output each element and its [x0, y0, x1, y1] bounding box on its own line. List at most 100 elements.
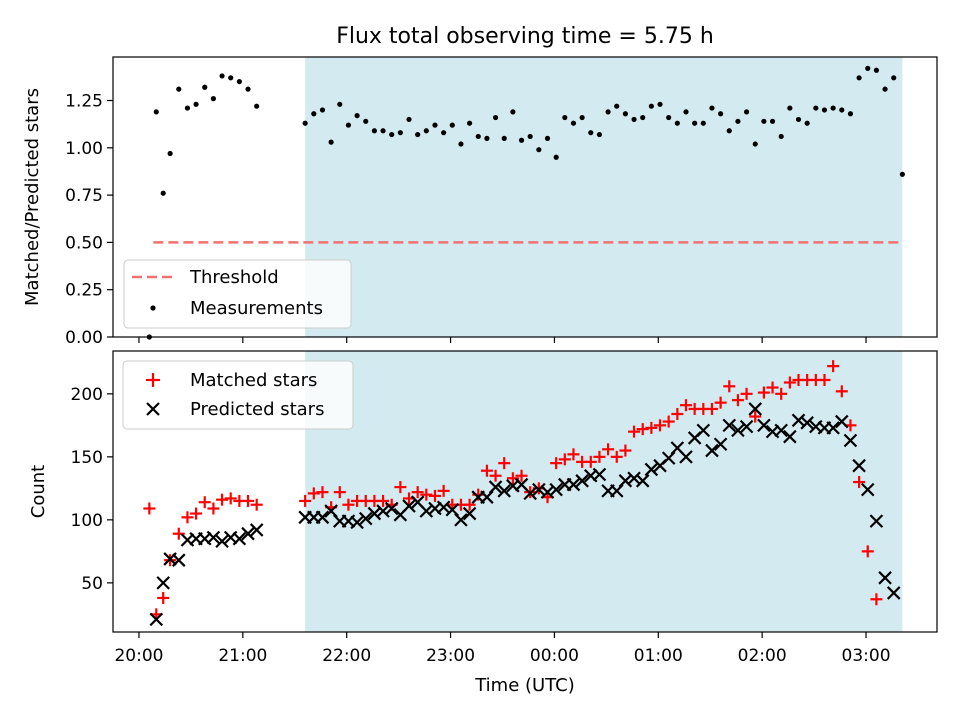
ratio-legend: Threshold Measurements [123, 259, 352, 329]
matched-star-point [636, 423, 649, 436]
measurement-point [449, 122, 455, 128]
predicted-star-point [540, 485, 555, 499]
measurement-point [769, 118, 776, 124]
matched-star-point [662, 415, 675, 428]
measurement-point [328, 139, 334, 145]
matched-star-point [835, 385, 848, 398]
matched-star-point [645, 421, 658, 434]
matched-star-point [377, 494, 390, 507]
measurement-point [640, 114, 646, 121]
count-y-tick-label: 150 [71, 448, 103, 468]
matched-star-point [757, 386, 770, 399]
measurement-point [804, 120, 810, 126]
matched-star-point [853, 476, 866, 489]
matched-star-point [567, 448, 580, 461]
measurement-point [536, 147, 542, 153]
matched-star-point [861, 545, 874, 558]
matched-star-point [198, 496, 211, 509]
measurement-point [709, 105, 715, 111]
measurement-point [518, 137, 525, 143]
measurement-point [674, 120, 680, 126]
measurement-point [666, 114, 672, 121]
count-legend: Matched stars Predicted stars [122, 360, 354, 430]
ratio-legend-box [123, 259, 352, 329]
measurement-point [752, 141, 758, 147]
predicted-star-point [774, 423, 788, 438]
measurement-point [371, 128, 377, 134]
measurement-point [458, 141, 464, 147]
measurement-point [184, 105, 191, 111]
measurement-point [363, 118, 369, 124]
matched-star-point [342, 498, 355, 511]
predicted-star-point [419, 504, 434, 518]
predicted-star-point [172, 553, 186, 567]
matched-star-point [714, 396, 727, 409]
matched-star-point [610, 450, 623, 463]
measurement-point [882, 86, 888, 92]
predicted-star-point [315, 510, 330, 525]
measurement-point [254, 103, 260, 109]
predicted-star-point [549, 482, 563, 497]
predicted-star-point [497, 484, 512, 498]
time-x-tick-label: 23:00 [426, 646, 475, 666]
measurement-point [245, 86, 251, 92]
measurement-point [899, 171, 905, 177]
predicted-star-point [886, 586, 901, 600]
measurement-point [441, 130, 447, 136]
predicted-star-point [731, 423, 745, 438]
predicted-star-point [488, 480, 503, 494]
matched-star-point [437, 484, 450, 497]
measurement-point [544, 135, 551, 141]
predicted-star-point [627, 471, 641, 486]
observing-window-top [305, 57, 903, 337]
matched-star-point [584, 455, 597, 468]
matched-star-point [671, 408, 684, 421]
measurement-point [160, 190, 166, 196]
matched-star-point [307, 487, 320, 500]
legend-predicted-swatch [146, 402, 160, 416]
time-x-tick-label: 21:00 [218, 646, 267, 666]
time-x-tick-label: 00:00 [530, 646, 579, 666]
predicted-star-point [757, 418, 771, 433]
predicted-star-point [705, 443, 719, 458]
predicted-star-point [156, 576, 170, 590]
matched-star-point [550, 457, 563, 470]
measurement-point [176, 86, 182, 92]
matched-star-point [242, 494, 255, 507]
matched-star-point [731, 394, 744, 407]
measurement-point [406, 116, 412, 123]
measurement-point [423, 128, 429, 134]
measurement-point [475, 133, 481, 140]
matched-star-point [299, 494, 312, 507]
measurement-point [562, 114, 568, 121]
ratio-y-tick-label: 0.75 [65, 186, 103, 206]
predicted-star-point [852, 458, 866, 473]
measurement-point [579, 114, 585, 121]
matched-star-point [506, 472, 519, 485]
predicted-star-point [454, 513, 468, 527]
matched-star-point [157, 591, 170, 604]
count-y-tick-label: 50 [81, 574, 103, 594]
ratio-y-tick-label: 0.25 [65, 281, 103, 301]
measurement-point [510, 109, 516, 115]
measurement-point [467, 120, 473, 126]
measurement-point [302, 120, 308, 126]
measurement-point [527, 133, 533, 140]
measurement-point [614, 103, 620, 109]
predicted-star-point [679, 450, 693, 464]
matched-star-point [224, 492, 237, 505]
predicted-star-point [860, 482, 875, 497]
measurement-point [683, 109, 689, 115]
measurement-point [648, 103, 654, 109]
matched-star-point [783, 376, 796, 389]
measurement-point [337, 101, 343, 107]
time-x-tick-label: 01:00 [634, 646, 683, 666]
predicted-star-point [843, 433, 858, 448]
matched-star-point [766, 381, 779, 394]
predicted-star-point [878, 571, 892, 585]
predicted-star-point [462, 506, 477, 521]
measurement-point [726, 128, 732, 134]
x-axis-label: Time (UTC) [474, 675, 575, 696]
predicted-star-point [635, 474, 650, 488]
